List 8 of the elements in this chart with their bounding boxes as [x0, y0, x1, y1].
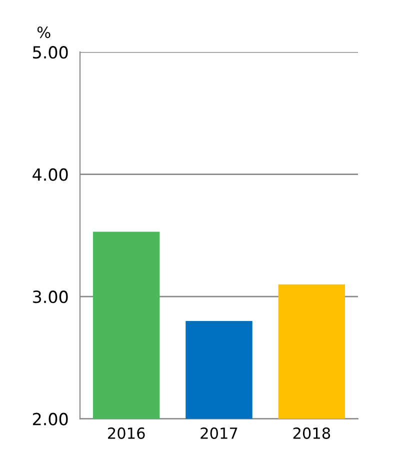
y-axis-title: % — [37, 26, 50, 38]
y-tick-label: 2.00 — [33, 412, 68, 426]
x-tick-label: 2016 — [108, 427, 145, 439]
x-tick-label: 2017 — [200, 427, 238, 439]
y-tick-label: 3.00 — [33, 290, 68, 304]
y-tick-label: 4.00 — [32, 168, 68, 181]
y-tick-label: 5.00 — [33, 46, 68, 59]
x-tick-label: 2018 — [293, 427, 330, 439]
